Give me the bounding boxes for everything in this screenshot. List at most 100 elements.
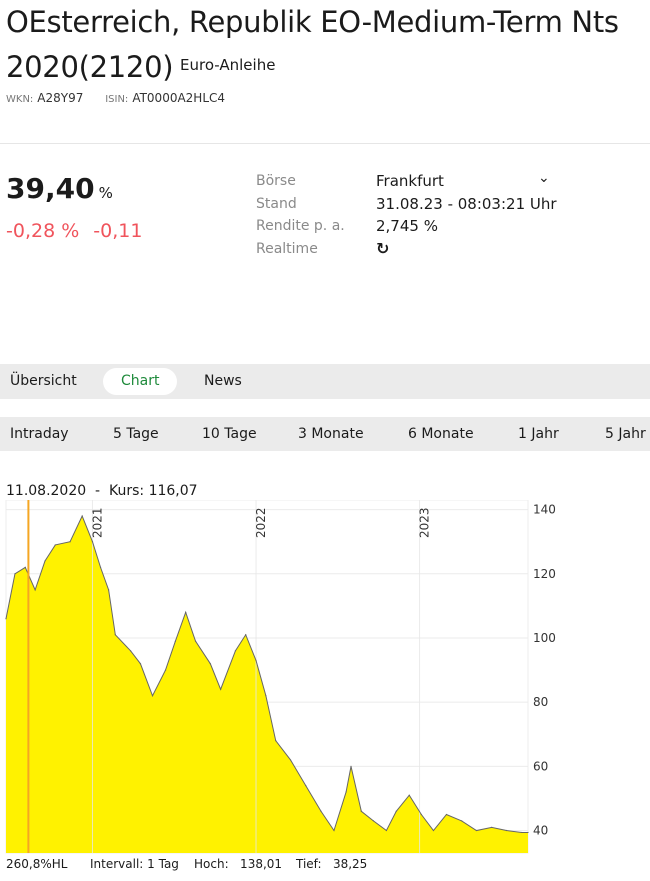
low-info: Tief: 38,25: [296, 857, 368, 871]
period-bar: Intraday 5 Tage 10 Tage 3 Monate 6 Monat…: [0, 417, 650, 451]
data-point: [333, 829, 335, 832]
refresh-clock-icon[interactable]: ↻: [376, 238, 390, 258]
rendite-value: 2,745 %: [376, 217, 438, 235]
detail-labels: Börse Stand Rendite p. a. Realtime: [256, 170, 345, 260]
data-point: [245, 634, 247, 636]
data-point: [185, 611, 187, 613]
data-point: [139, 663, 142, 665]
period-5-years[interactable]: 5 Jahr: [605, 426, 646, 442]
price-line: [5, 514, 528, 833]
period-10-days[interactable]: 10 Tage: [202, 426, 257, 442]
data-point: [24, 566, 26, 568]
tab-chart[interactable]: Chart: [103, 368, 178, 395]
x-year-label: 2022: [254, 507, 268, 538]
data-point: [81, 515, 83, 517]
bond-type: Euro-Anleihe: [180, 56, 276, 74]
data-point: [289, 759, 292, 761]
data-point: [345, 791, 347, 793]
data-point: [320, 810, 322, 812]
y-tick-label: 80: [533, 695, 548, 709]
label-realtime: Realtime: [256, 240, 318, 257]
y-tick-label: 140: [533, 503, 556, 517]
data-point: [385, 829, 388, 832]
identifiers: WKN: A28Y97 ISIN: AT0000A2HLC4: [6, 91, 225, 105]
high-info: Hoch: 138,01: [194, 857, 283, 871]
hover-readout: 11.08.2020 - Kurs: 116,07: [6, 483, 198, 499]
y-tick-label: 60: [533, 759, 548, 773]
data-point: [69, 541, 71, 543]
data-point: [521, 831, 523, 834]
tab-overview[interactable]: Übersicht: [10, 373, 77, 389]
data-point: [461, 820, 463, 822]
exchange-select[interactable]: Frankfurt: [376, 172, 444, 190]
label-exchange: Börse: [256, 173, 296, 189]
price-chart[interactable]: 140 120 100 80 60 40 2021 2022 2023: [0, 500, 650, 856]
change-absolute: -0,11: [93, 220, 143, 242]
data-point: [255, 659, 257, 662]
data-point: [174, 640, 176, 642]
data-point: [129, 650, 132, 652]
data-point: [194, 640, 197, 642]
data-point: [34, 589, 36, 591]
y-tick-label: 120: [533, 567, 556, 581]
data-point: [151, 695, 154, 697]
data-point: [275, 740, 277, 742]
y-tick-label: 40: [533, 824, 548, 838]
period-5-days[interactable]: 5 Tage: [113, 426, 159, 442]
price: 39,40%: [6, 172, 113, 205]
data-point: [5, 618, 7, 620]
data-point: [99, 566, 102, 568]
price-area: [6, 516, 528, 853]
data-point: [372, 820, 375, 822]
data-point: [108, 589, 110, 591]
wkn-value: A28Y97: [37, 91, 84, 105]
tab-bar: Übersicht Chart News: [0, 364, 650, 399]
page-title: OEsterreich, Republik EO-Medium-Term Nts…: [6, 0, 650, 90]
data-point: [350, 765, 352, 767]
bond-name: OEsterreich, Republik EO-Medium-Term Nts…: [6, 5, 619, 84]
tab-news[interactable]: News: [204, 373, 242, 389]
period-1-year[interactable]: 1 Jahr: [518, 426, 559, 442]
data-point: [505, 829, 508, 832]
data-point: [114, 634, 116, 636]
scale-info: 260,8%HL: [6, 857, 68, 871]
chevron-down-icon[interactable]: ⌄: [538, 170, 550, 186]
divider: [0, 143, 650, 144]
data-point: [220, 688, 222, 690]
data-point: [44, 560, 46, 562]
data-point: [91, 541, 94, 543]
data-point: [432, 829, 435, 832]
isin-label: ISIN:: [105, 94, 129, 105]
data-point: [445, 813, 448, 816]
interval-info: Intervall: 1 Tag: [90, 857, 179, 871]
isin-value: AT0000A2HLC4: [132, 91, 226, 105]
data-point: [54, 544, 56, 546]
data-point: [475, 829, 478, 832]
price-unit: %: [98, 184, 113, 202]
x-year-label: 2021: [90, 507, 104, 538]
detail-values: Frankfurt 31.08.23 - 08:03:21 Uhr 2,745 …: [376, 170, 557, 260]
price-change: -0,28 % -0,11: [6, 220, 156, 242]
data-point: [491, 826, 493, 828]
label-rendite: Rendite p. a.: [256, 218, 345, 234]
data-point: [164, 669, 167, 671]
y-tick-label: 100: [533, 631, 556, 645]
period-6-months[interactable]: 6 Monate: [408, 426, 474, 442]
data-point: [395, 810, 397, 812]
data-point: [305, 785, 307, 787]
x-year-label: 2023: [418, 507, 432, 538]
change-percent: -0,28 %: [6, 220, 80, 242]
period-intraday[interactable]: Intraday: [10, 426, 69, 442]
label-stand: Stand: [256, 195, 297, 212]
data-point: [234, 650, 237, 652]
data-point: [408, 794, 410, 796]
data-point: [209, 663, 211, 665]
stand-value: 31.08.23 - 08:03:21 Uhr: [376, 194, 557, 213]
data-point: [360, 810, 362, 812]
data-point: [420, 813, 422, 816]
wkn-label: WKN:: [6, 94, 34, 105]
data-point: [14, 573, 16, 575]
period-3-months[interactable]: 3 Monate: [298, 426, 364, 442]
data-point: [265, 695, 267, 697]
data-point: [527, 831, 529, 834]
